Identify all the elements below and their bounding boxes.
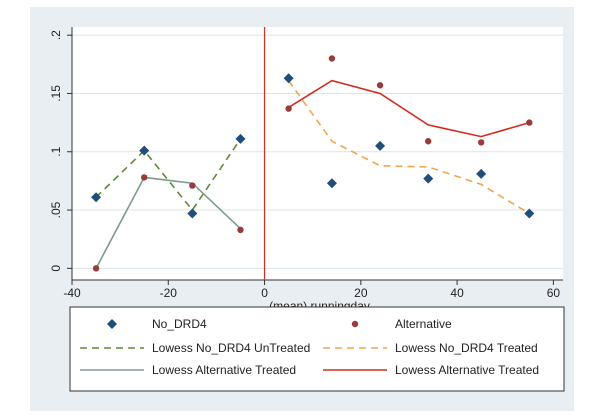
y-tick-label: .1 — [49, 146, 63, 156]
data-point-dot — [526, 119, 533, 126]
legend-label: Lowess Alternative Treated — [152, 363, 296, 377]
data-point-diamond — [235, 133, 246, 144]
y-tick-label: .15 — [49, 85, 63, 102]
data-point-diamond — [91, 192, 102, 203]
legend-label: Lowess Alternative Treated — [395, 363, 539, 377]
data-point-diamond — [476, 168, 487, 179]
x-tick-label: -40 — [63, 286, 81, 300]
series-line — [288, 79, 530, 138]
data-point-dot — [237, 226, 244, 234]
legend-label: Alternative — [395, 317, 452, 331]
data-point-diamond — [423, 173, 434, 184]
chart-frame: 0.05.1.15.2 -40 -20 0 20 40 60 (mean) runningda… — [30, 7, 574, 411]
x-tick-label: 40 — [450, 286, 464, 300]
legend-swatch — [107, 319, 117, 329]
data-point-dot — [425, 138, 432, 145]
y-tick-label: .2 — [49, 30, 63, 40]
series-line — [95, 176, 242, 269]
x-tick-label: 0 — [261, 286, 268, 300]
data-point-diamond — [283, 73, 294, 84]
x-tick-label: 60 — [547, 286, 561, 300]
x-tick-label: 20 — [354, 286, 368, 300]
data-point-diamond — [524, 208, 535, 219]
data-point-diamond — [326, 178, 337, 189]
data-point-diamond — [187, 208, 198, 219]
chart-svg: 0.05.1.15.2-40 -20 0 20 40 60(mean) runningda… — [49, 27, 565, 392]
data-point-diamond — [375, 140, 386, 151]
legend-swatch — [351, 320, 359, 328]
legend-label: Lowess No_DRD4 UnTreated — [152, 341, 310, 355]
data-point-dot — [141, 174, 148, 181]
legend-label: Lowess No_DRD4 Treated — [395, 341, 538, 355]
y-tick-label: .05 — [49, 201, 63, 218]
legend-label: No_DRD4 — [152, 317, 207, 331]
data-point-dot — [285, 105, 292, 112]
y-tick-label: 0 — [49, 265, 63, 272]
series-line — [287, 80, 530, 215]
data-point-dot — [477, 139, 485, 146]
legend-box — [69, 306, 565, 392]
data-point-dot — [189, 182, 196, 189]
series-line — [95, 138, 242, 212]
plot-area — [72, 27, 563, 280]
data-point-diamond — [139, 145, 150, 156]
data-point-dot — [376, 82, 384, 89]
x-tick-label: -20 — [160, 286, 178, 300]
data-point-dot — [328, 55, 336, 62]
data-point-dot — [92, 265, 100, 272]
